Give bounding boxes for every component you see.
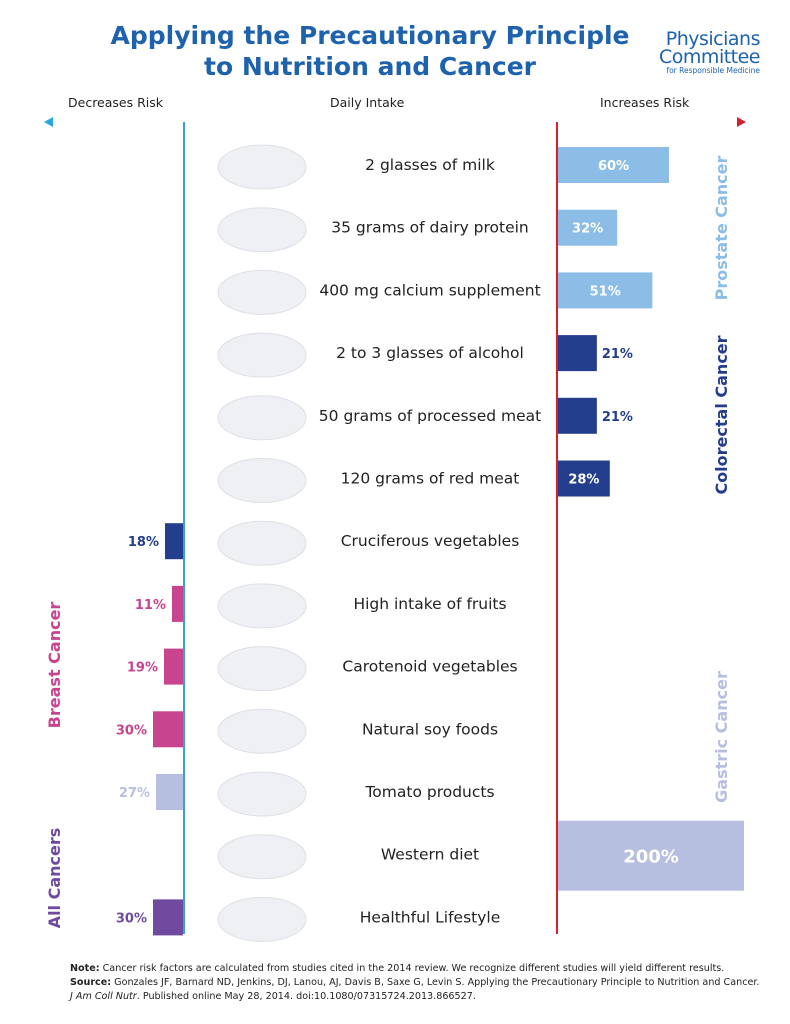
logo-line-1: Physicians xyxy=(665,28,761,50)
left-arrow-icon xyxy=(44,117,53,127)
logo-line-3: for Responsible Medicine xyxy=(666,66,760,75)
value-label-400-mg-calcium-supplement: 51% xyxy=(590,284,621,299)
category-label-western-diet: Western diet xyxy=(381,846,479,864)
value-label-western-diet: 200% xyxy=(623,847,679,868)
group-label-gastric: Gastric Cancer xyxy=(712,671,731,803)
group-label-colorectal: Colorectal Cancer xyxy=(712,335,731,494)
chart-title: Applying the Precautionary Principle to … xyxy=(110,20,630,82)
bar-cruciferous-vegetables xyxy=(165,523,183,560)
value-label-50-grams-of-processed-meat: 21% xyxy=(602,410,633,425)
title-line-1: Applying the Precautionary Principle xyxy=(110,21,630,50)
bar-natural-soy-foods xyxy=(153,711,183,748)
category-label-cruciferous-vegetables: Cruciferous vegetables xyxy=(341,532,520,550)
value-label-high-intake-of-fruits: 11% xyxy=(135,598,166,613)
source-line: Source: Gonzales JF, Barnard ND, Jenkins… xyxy=(70,977,760,1002)
value-label-2-to-3-glasses-of-alcohol: 21% xyxy=(602,347,633,362)
header-decreases-risk: Decreases Risk xyxy=(68,95,164,110)
group-label-breast: Breast Cancer xyxy=(45,602,64,729)
food-image-natural-soy-foods xyxy=(217,708,307,754)
food-image-high-intake-of-fruits xyxy=(217,583,307,629)
risk-chart: 2 glasses of milk 60% 35 grams of dairy pr… xyxy=(44,117,746,942)
food-image-2-glasses-of-milk xyxy=(217,144,307,190)
food-image-western-diet xyxy=(217,834,307,880)
value-label-35-grams-of-dairy-protein: 32% xyxy=(572,222,603,237)
food-image-cruciferous-vegetables xyxy=(217,520,307,566)
category-label-35-grams-of-dairy-protein: 35 grams of dairy protein xyxy=(331,219,529,237)
food-image-120-grams-of-red-meat xyxy=(217,458,307,503)
title-line-2: to Nutrition and Cancer xyxy=(204,52,536,81)
food-image-50-grams-of-processed-meat xyxy=(217,395,307,441)
bar-400-mg-calcium-supplement xyxy=(558,272,653,309)
bar-2-to-3-glasses-of-alcohol xyxy=(558,335,597,372)
food-image-carotenoid-vegetables xyxy=(217,646,307,692)
group-label-all-cancers: All Cancers xyxy=(45,828,64,929)
category-label-50-grams-of-processed-meat: 50 grams of processed meat xyxy=(319,407,541,425)
category-label-carotenoid-vegetables: Carotenoid vegetables xyxy=(342,658,517,676)
bar-carotenoid-vegetables xyxy=(164,648,183,685)
bar-healthful-lifestyle xyxy=(153,899,183,936)
note-line: Note: Cancer risk factors are calculated… xyxy=(70,963,725,974)
logo-line-2: Committee xyxy=(659,46,760,68)
food-image-400-mg-calcium-supplement xyxy=(217,269,307,315)
value-label-2-glasses-of-milk: 60% xyxy=(598,159,629,174)
category-label-120-grams-of-red-meat: 120 grams of red meat xyxy=(341,470,520,488)
right-arrow-icon xyxy=(737,117,746,127)
bar-50-grams-of-processed-meat xyxy=(558,397,597,434)
bar-35-grams-of-dairy-protein xyxy=(558,209,618,246)
category-label-healthful-lifestyle: Healthful Lifestyle xyxy=(360,908,501,926)
food-image-2-to-3-glasses-of-alcohol xyxy=(217,332,307,378)
value-label-cruciferous-vegetables: 18% xyxy=(128,535,159,550)
bar-tomato-products xyxy=(156,774,183,810)
value-label-tomato-products: 27% xyxy=(119,786,150,801)
value-label-120-grams-of-red-meat: 28% xyxy=(568,473,599,488)
header-increases-risk: Increases Risk xyxy=(600,95,690,110)
footnotes: Note: Cancer risk factors are calculated… xyxy=(70,962,760,1004)
bar-western-diet xyxy=(558,820,744,891)
category-label-2-glasses-of-milk: 2 glasses of milk xyxy=(365,156,495,174)
category-label-natural-soy-foods: Natural soy foods xyxy=(362,720,498,738)
category-label-2-to-3-glasses-of-alcohol: 2 to 3 glasses of alcohol xyxy=(336,344,524,362)
bar-high-intake-of-fruits xyxy=(172,585,183,622)
header-daily-intake: Daily Intake xyxy=(330,95,405,110)
pcrm-logo: Physicians Committee for Responsible Med… xyxy=(630,28,761,76)
value-label-carotenoid-vegetables: 19% xyxy=(127,661,158,676)
food-image-35-grams-of-dairy-protein xyxy=(217,207,307,253)
food-image-tomato-products xyxy=(217,771,307,817)
category-label-400-mg-calcium-supplement: 400 mg calcium supplement xyxy=(319,281,540,299)
group-label-prostate: Prostate Cancer xyxy=(712,155,731,300)
value-label-natural-soy-foods: 30% xyxy=(116,723,147,738)
bar-120-grams-of-red-meat xyxy=(558,460,610,497)
category-label-tomato-products: Tomato products xyxy=(364,783,494,801)
bar-2-glasses-of-milk xyxy=(558,147,669,183)
food-image-healthful-lifestyle xyxy=(217,896,307,942)
value-label-healthful-lifestyle: 30% xyxy=(116,911,147,926)
category-label-high-intake-of-fruits: High intake of fruits xyxy=(353,595,506,613)
